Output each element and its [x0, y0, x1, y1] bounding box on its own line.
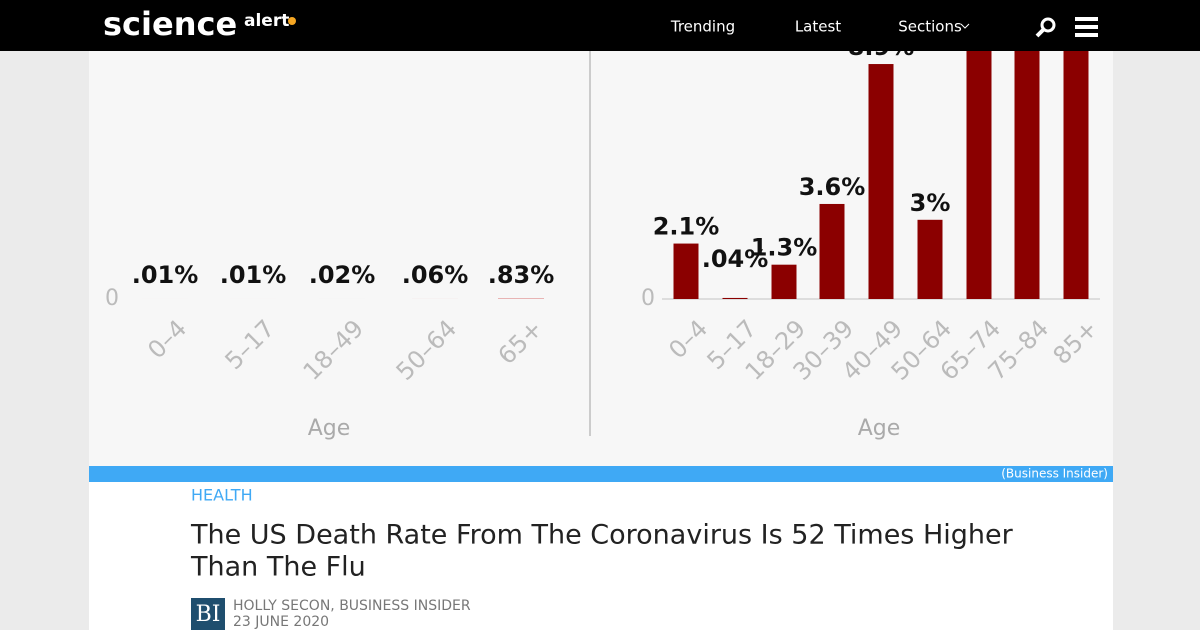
- bar: [966, 51, 992, 299]
- bar: [1014, 51, 1040, 299]
- value-label: .01%: [132, 261, 199, 289]
- axis-label: Age: [308, 416, 351, 441]
- value-label: .01%: [220, 261, 287, 289]
- figure-bg: [89, 51, 1113, 466]
- logo[interactable]: science: [103, 5, 237, 43]
- nav-link[interactable]: Sections: [898, 18, 962, 36]
- nav-link[interactable]: Trending: [670, 18, 735, 36]
- nav-link[interactable]: Latest: [795, 18, 841, 36]
- bar: [722, 297, 748, 299]
- nav-bar: [0, 0, 1200, 51]
- category[interactable]: HEALTH: [191, 486, 253, 505]
- title: Than The Flu: [190, 552, 366, 583]
- bar: [868, 64, 894, 299]
- bar: [771, 264, 797, 299]
- date: 23 JUNE 2020: [233, 614, 329, 630]
- author[interactable]: HOLLY SECON, BUSINESS INSIDER: [233, 598, 471, 614]
- y-tick-label: 0: [105, 286, 119, 311]
- title: The US Death Rate From The Coronavirus I…: [190, 520, 1014, 551]
- author-logo: [191, 598, 225, 630]
- value-label: 3.6%: [799, 173, 866, 201]
- logo-sub[interactable]: alert: [244, 11, 289, 31]
- value-label: .02%: [309, 261, 376, 289]
- value-label: .83%: [488, 261, 555, 289]
- menu-icon[interactable]: [1075, 17, 1098, 37]
- value-label: 1.3%: [751, 234, 818, 262]
- bar: [917, 219, 943, 299]
- search-icon[interactable]: [1035, 17, 1056, 38]
- bar: [819, 203, 845, 299]
- bar: [498, 298, 544, 299]
- value-label: 3%: [910, 189, 951, 217]
- bar: [673, 243, 699, 299]
- value-label: 8.9%: [848, 33, 915, 61]
- chevron: [960, 23, 970, 29]
- logo-dot: [288, 17, 296, 25]
- value-label: .04%: [702, 245, 769, 273]
- caption: (Business Insider): [1001, 467, 1108, 481]
- caption-bar: [89, 466, 1113, 482]
- value-label: .06%: [402, 261, 469, 289]
- axis-label: Age: [858, 416, 901, 441]
- y-tick-label: 0: [641, 286, 655, 311]
- value-label: 2.1%: [653, 213, 720, 241]
- bar: [1063, 51, 1089, 299]
- author-logo-text: BI: [196, 602, 221, 627]
